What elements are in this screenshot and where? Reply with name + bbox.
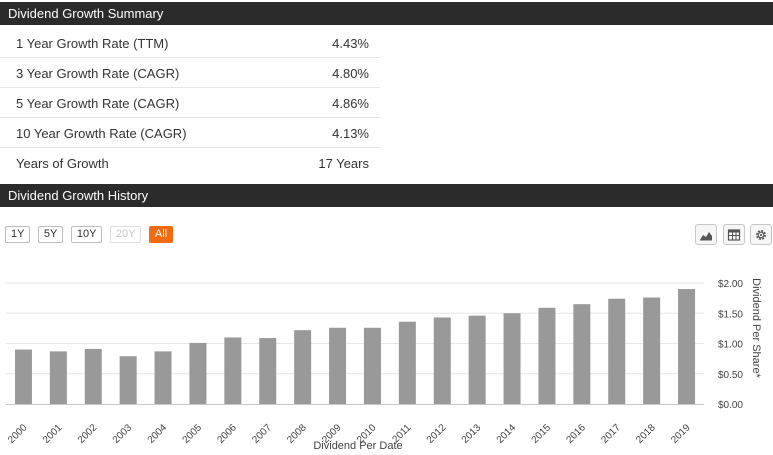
bar-2010[interactable]	[363, 327, 381, 404]
summary-row-value: 4.80%	[332, 66, 369, 81]
x-tick-label: 2008	[285, 422, 309, 446]
x-axis-title: Dividend Per Date	[313, 440, 402, 452]
y-tick-label: $0.50	[718, 370, 743, 381]
table-icon	[727, 229, 741, 241]
summary-row: 3 Year Growth Rate (CAGR) 4.80%	[0, 58, 380, 88]
summary-row: Years of Growth 17 Years	[0, 148, 380, 178]
summary-row-value: 4.43%	[332, 36, 369, 51]
summary-row-label: 10 Year Growth Rate (CAGR)	[16, 126, 187, 141]
y-tick-label: $1.00	[718, 340, 743, 351]
range-button-5y[interactable]: 5Y	[37, 226, 64, 243]
x-tick-label: 2007	[250, 422, 274, 446]
summary-table: 1 Year Growth Rate (TTM) 4.43% 3 Year Gr…	[0, 28, 380, 178]
summary-row-label: 5 Year Growth Rate (CAGR)	[16, 96, 180, 111]
summary-row-label: 3 Year Growth Rate (CAGR)	[16, 66, 180, 81]
history-section-header: Dividend Growth History	[0, 184, 773, 207]
bar-2012[interactable]	[433, 317, 451, 404]
bar-2005[interactable]	[189, 342, 207, 404]
bar-2013[interactable]	[468, 315, 486, 404]
bar-2002[interactable]	[84, 348, 102, 404]
bar-2007[interactable]	[259, 338, 277, 404]
summary-row: 5 Year Growth Rate (CAGR) 4.86%	[0, 88, 380, 118]
x-tick-label: 2013	[460, 422, 484, 446]
chart-type-button[interactable]	[695, 224, 717, 245]
x-tick-label: 2005	[181, 422, 205, 446]
range-button-all[interactable]: All	[148, 226, 174, 243]
range-button-20y[interactable]: 20Y	[109, 226, 142, 243]
x-tick-label: 2001	[41, 422, 65, 446]
x-tick-label: 2002	[76, 422, 100, 446]
bar-2018[interactable]	[643, 297, 661, 404]
y-axis-title: Dividend Per Share*	[750, 278, 762, 378]
bar-2003[interactable]	[119, 356, 137, 404]
range-selector: 1Y 5Y 10Y 20Y All	[5, 224, 176, 243]
summary-row-label: Years of Growth	[16, 156, 109, 171]
bar-2011[interactable]	[398, 321, 416, 404]
range-button-10y[interactable]: 10Y	[70, 226, 103, 243]
bar-2001[interactable]	[49, 351, 67, 404]
bar-2016[interactable]	[573, 304, 591, 404]
y-tick-label: $0.00	[718, 400, 743, 411]
x-tick-label: 2015	[530, 422, 554, 446]
bar-2000[interactable]	[14, 349, 32, 404]
settings-button[interactable]	[750, 224, 772, 245]
summary-row-label: 1 Year Growth Rate (TTM)	[16, 36, 169, 51]
x-tick-label: 2004	[146, 422, 170, 446]
dividend-history-chart: $0.00 $0.50 $1.00 $1.50 $2.00 2000 2001 2002 20…	[6, 278, 762, 452]
summary-section-header: Dividend Growth Summary	[0, 2, 773, 25]
summary-row-value: 4.13%	[332, 126, 369, 141]
x-tick-label: 2017	[599, 422, 623, 446]
area-chart-icon	[700, 232, 712, 241]
bar-2019[interactable]	[678, 289, 696, 404]
y-tick-label: $2.00	[718, 279, 743, 290]
x-tick-label: 2014	[495, 422, 519, 446]
bar-2008[interactable]	[294, 330, 312, 404]
summary-row: 10 Year Growth Rate (CAGR) 4.13%	[0, 118, 380, 148]
x-tick-label: 2003	[111, 422, 135, 446]
bar-2009[interactable]	[329, 327, 347, 404]
x-tick-label: 2000	[6, 422, 30, 446]
summary-row-value: 4.86%	[332, 96, 369, 111]
y-tick-label: $1.50	[718, 309, 743, 320]
bar-2015[interactable]	[538, 307, 556, 404]
summary-row-value: 17 Years	[318, 156, 369, 171]
summary-title: Dividend Growth Summary	[8, 6, 164, 21]
bar-2006[interactable]	[224, 337, 242, 404]
summary-row: 1 Year Growth Rate (TTM) 4.43%	[0, 28, 380, 58]
gear-icon	[756, 230, 766, 240]
bar-2017[interactable]	[608, 298, 626, 404]
range-button-1y[interactable]: 1Y	[5, 226, 31, 243]
x-tick-label: 2018	[634, 422, 658, 446]
x-tick-label: 2016	[564, 422, 588, 446]
history-title: Dividend Growth History	[8, 188, 149, 203]
bar-2004[interactable]	[154, 351, 172, 404]
x-tick-label: 2019	[669, 422, 693, 446]
table-view-button[interactable]	[723, 224, 745, 245]
x-tick-label: 2006	[215, 422, 239, 446]
bar-2014[interactable]	[503, 313, 521, 404]
x-tick-label: 2012	[425, 422, 449, 446]
